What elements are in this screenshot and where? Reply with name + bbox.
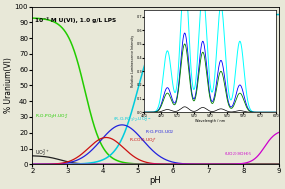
Text: 10⁻³ M U(VI), 1.0 g/L LPS: 10⁻³ M U(VI), 1.0 g/L LPS <box>35 17 116 23</box>
Text: R-COO-UO$_2^+$: R-COO-UO$_2^+$ <box>129 137 157 146</box>
Text: UO$_2^{2+}$: UO$_2^{2+}$ <box>35 147 50 158</box>
Text: (R-O-PO$_3$)$_2$-UO$_2^{2-}$: (R-O-PO$_3$)$_2$-UO$_2^{2-}$ <box>113 114 152 125</box>
Text: R-O-PO$_3$H-UO$_2^+$: R-O-PO$_3$H-UO$_2^+$ <box>35 113 69 122</box>
Y-axis label: % Uranium(VI): % Uranium(VI) <box>4 57 13 113</box>
X-axis label: pH: pH <box>150 176 161 185</box>
Text: R·O-PO$_3$-UO$_2$: R·O-PO$_3$-UO$_2$ <box>145 129 174 136</box>
Text: (UO$_2$)$_3$(OH)$_5$: (UO$_2$)$_3$(OH)$_5$ <box>224 151 252 158</box>
